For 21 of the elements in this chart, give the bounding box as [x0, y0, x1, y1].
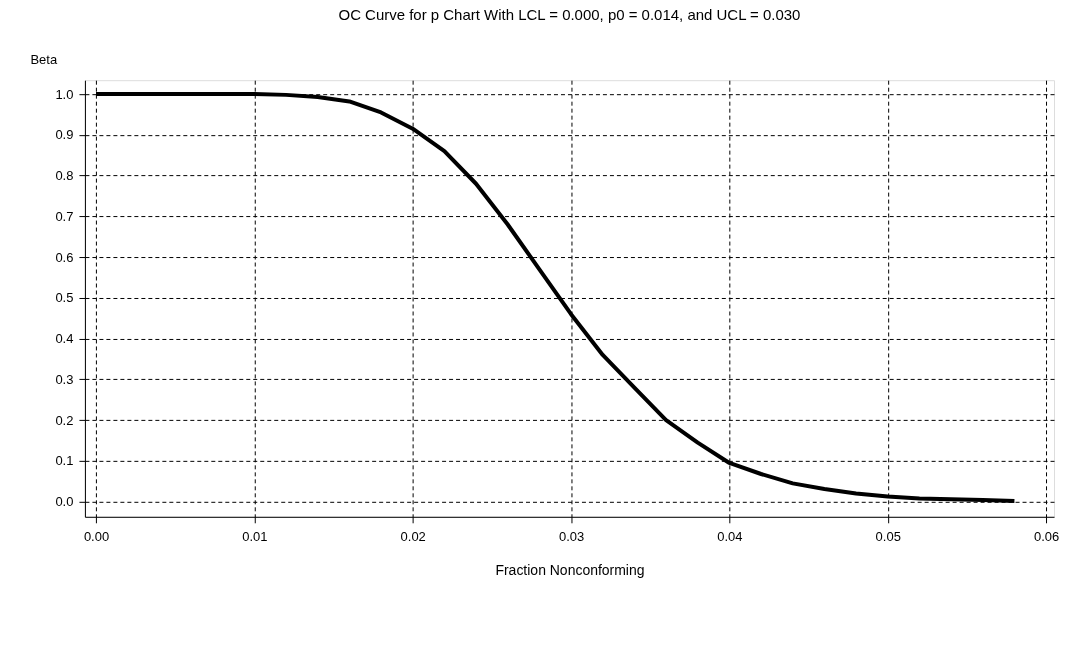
x-axis-title: Fraction Nonconforming — [495, 562, 645, 579]
x-tick-label: 0.06 — [1033, 529, 1060, 545]
x-tick-label: 0.00 — [83, 529, 110, 545]
y-tick-label: 0.1 — [55, 453, 74, 469]
y-tick-label: 0.7 — [55, 208, 74, 224]
x-tick-label: 0.04 — [717, 529, 743, 545]
y-tick-label: 0.6 — [55, 249, 74, 265]
chart-title: OC Curve for p Chart With LCL = 0.000, p0 = 0.014, and UCL = 0.030 — [338, 6, 801, 24]
x-tick-label: 0.02 — [400, 529, 426, 545]
y-tick-label: 0.0 — [55, 494, 74, 510]
y-axis-title: Beta — [30, 51, 58, 67]
x-tick-label: 0.01 — [242, 529, 268, 545]
x-tick-label: 0.03 — [558, 529, 585, 545]
y-tick-label: 1.0 — [55, 86, 74, 102]
y-tick-label: 0.5 — [55, 290, 74, 306]
y-tick-label: 0.9 — [55, 127, 74, 143]
y-tick-label: 0.3 — [55, 371, 74, 387]
y-tick-label: 0.8 — [55, 168, 74, 184]
y-tick-label: 0.2 — [55, 412, 74, 428]
x-tick-label: 0.05 — [875, 529, 901, 545]
y-tick-label: 0.4 — [55, 331, 74, 347]
